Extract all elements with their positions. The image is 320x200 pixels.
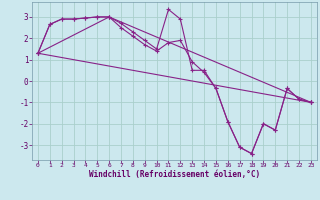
X-axis label: Windchill (Refroidissement éolien,°C): Windchill (Refroidissement éolien,°C) (89, 170, 260, 179)
